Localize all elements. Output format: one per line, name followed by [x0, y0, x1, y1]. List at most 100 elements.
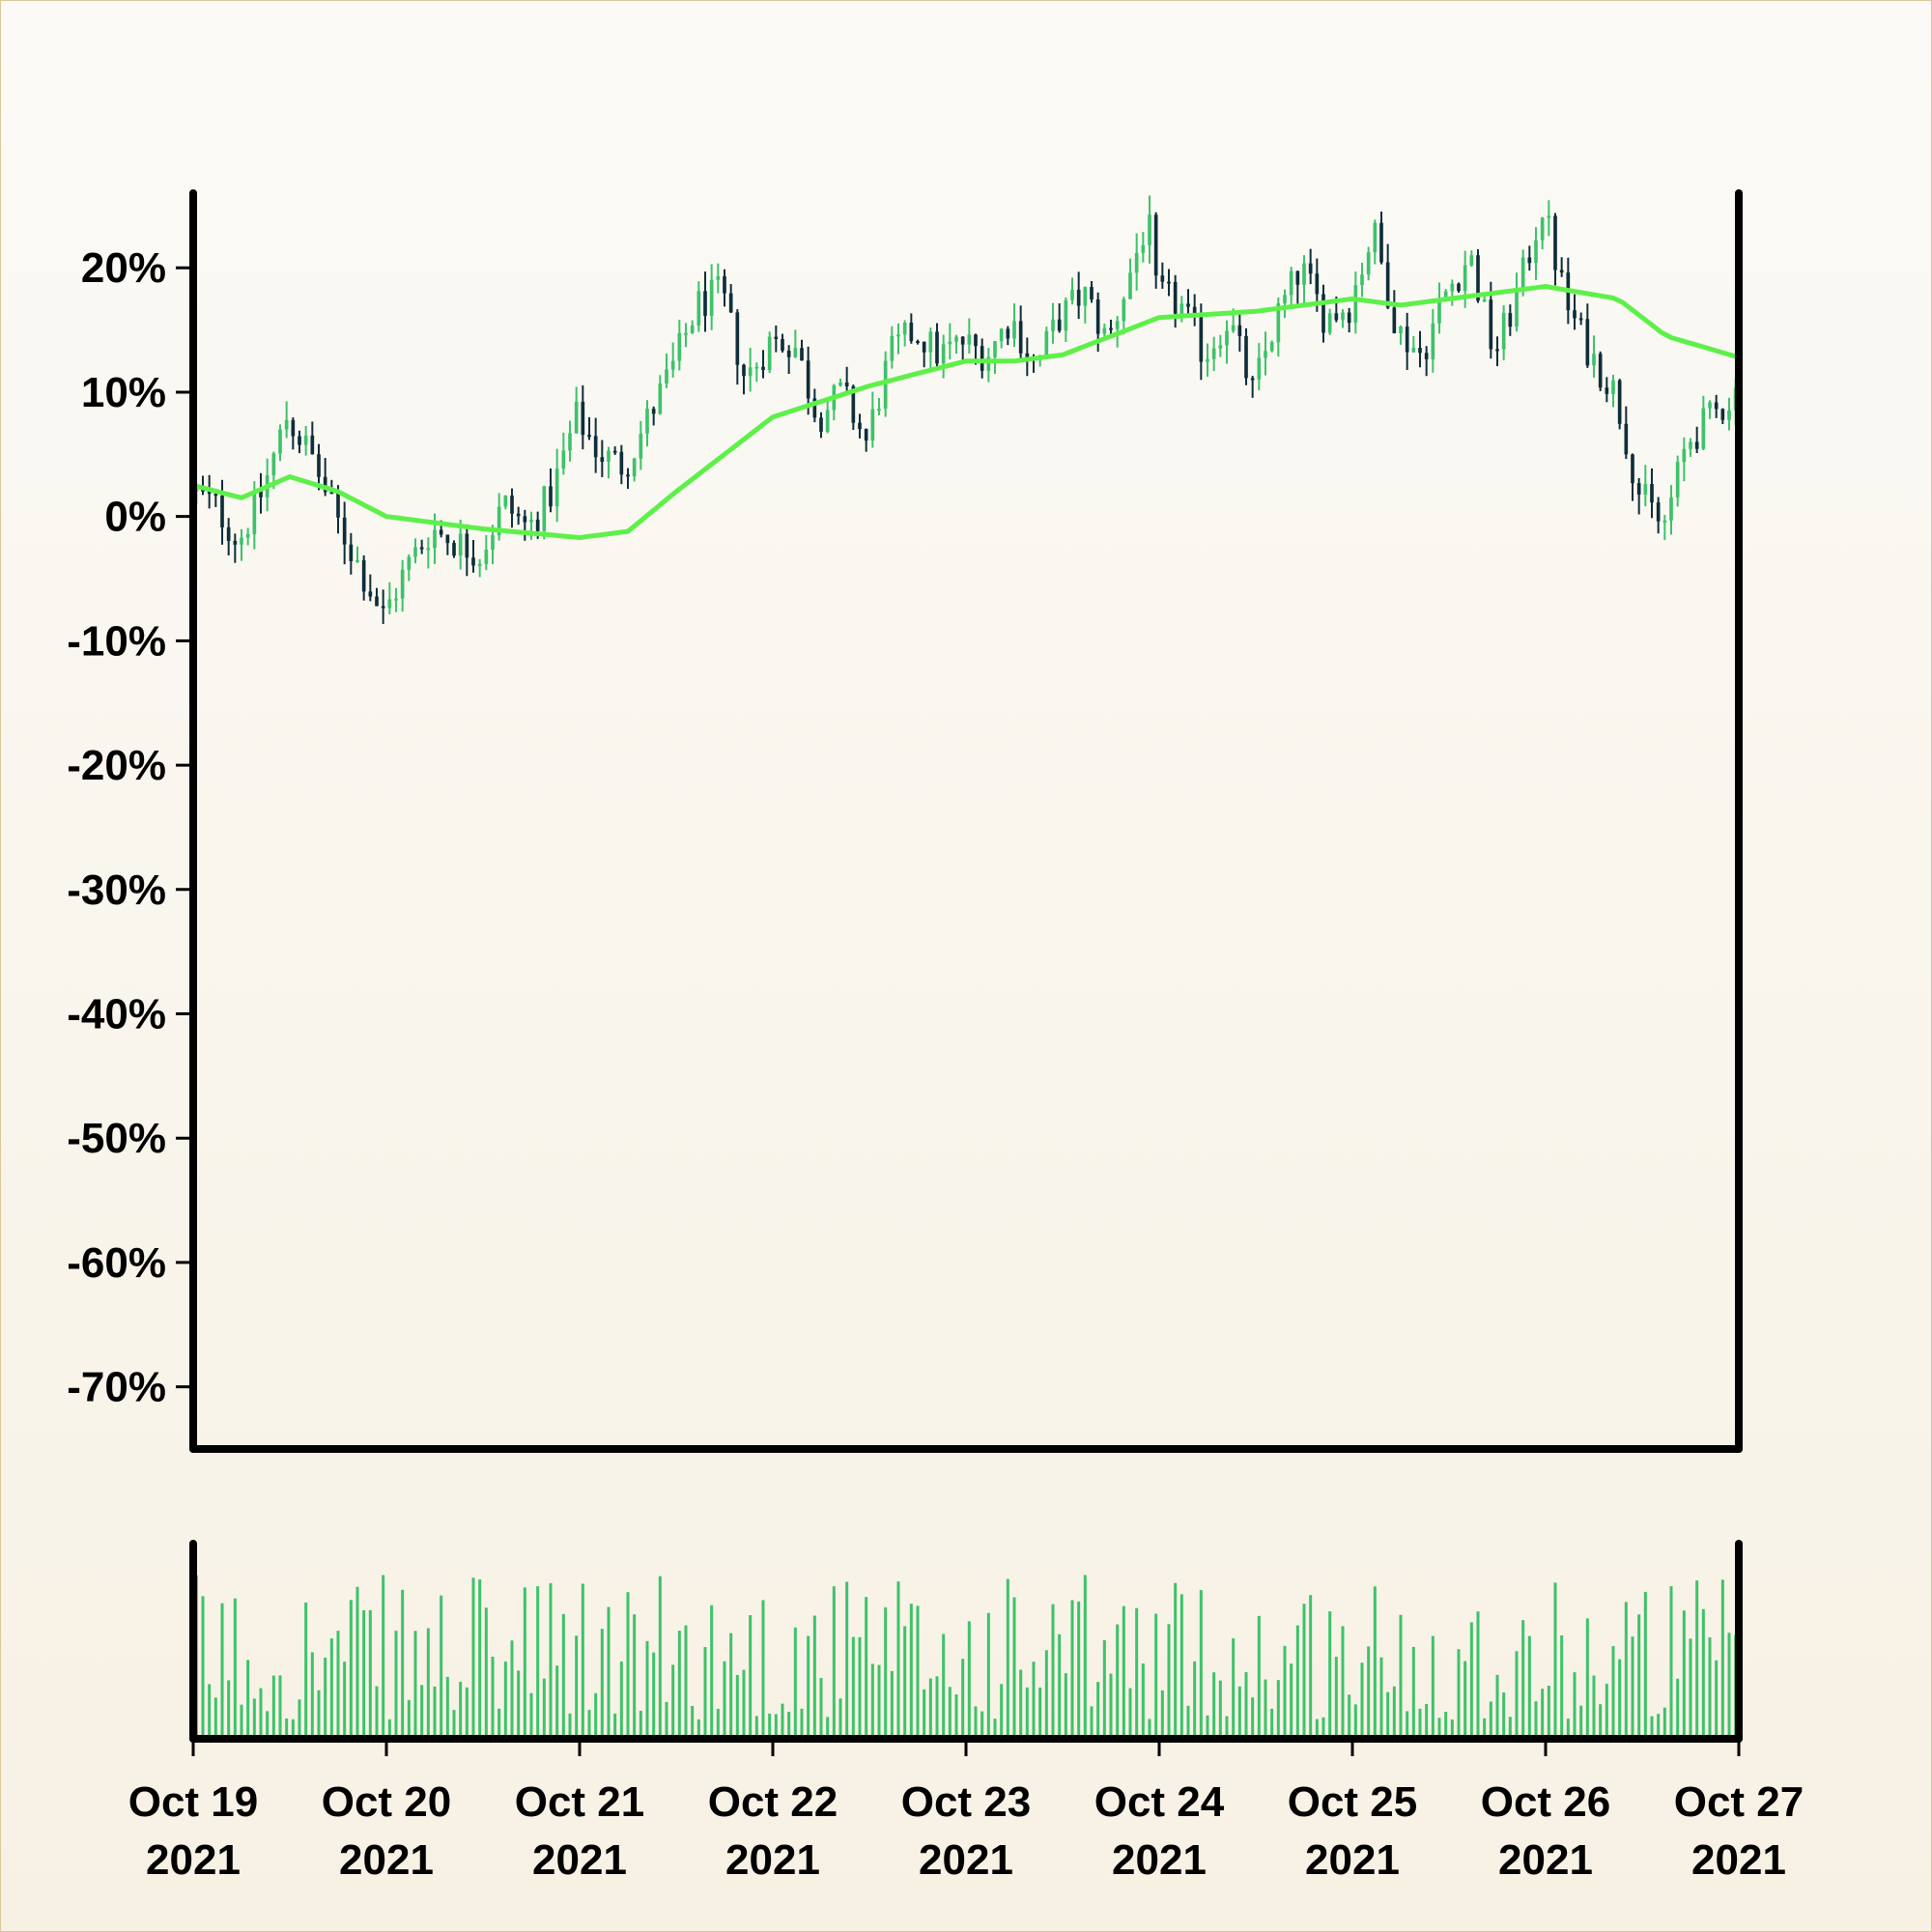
- candle-body: [1083, 287, 1088, 306]
- candle-body: [213, 494, 218, 497]
- candle-body: [1631, 454, 1634, 484]
- candle-body: [278, 429, 282, 454]
- volume-bar: [1058, 1634, 1062, 1739]
- candle-body: [1199, 317, 1204, 362]
- volume-bar: [343, 1662, 347, 1739]
- volume-bar: [935, 1676, 939, 1739]
- candle-body: [1109, 327, 1113, 330]
- volume-bar: [1179, 1594, 1183, 1739]
- candle-body: [658, 384, 663, 414]
- volume-bar: [1483, 1718, 1487, 1739]
- candle-body: [896, 334, 900, 337]
- candle-body: [748, 367, 753, 377]
- x-tick-label-year: 2021: [1112, 1836, 1207, 1884]
- volume-bar: [1444, 1712, 1448, 1739]
- candle-body: [201, 489, 205, 492]
- volume-bar: [890, 1670, 894, 1739]
- volume-bar: [536, 1586, 540, 1739]
- volume-bar: [807, 1635, 810, 1739]
- candle-body: [723, 276, 726, 294]
- volume-bars: [194, 1575, 1738, 1739]
- candle-body: [858, 422, 862, 430]
- candle-body: [1186, 303, 1190, 307]
- volume-bar: [1193, 1661, 1197, 1739]
- candle-body: [1327, 313, 1332, 333]
- candle-body: [1463, 265, 1467, 292]
- volume-bar: [1541, 1689, 1545, 1739]
- candle-body: [1418, 348, 1422, 354]
- x-tick-label-year: 2021: [1305, 1836, 1400, 1884]
- volume-bar: [517, 1670, 521, 1739]
- candle-body: [1012, 321, 1016, 339]
- candle-body: [561, 450, 566, 469]
- y-tick-label: -30%: [67, 867, 166, 914]
- candle-body: [1264, 351, 1267, 358]
- volume-bar: [1225, 1716, 1229, 1739]
- volume-bar: [1573, 1672, 1577, 1739]
- candle-body: [445, 534, 450, 544]
- volume-bar: [787, 1712, 791, 1739]
- volume-bar: [1334, 1657, 1338, 1739]
- candle-body: [497, 506, 501, 536]
- candle-body: [1585, 319, 1590, 366]
- volume-bar: [1727, 1633, 1731, 1739]
- candle-body: [1547, 215, 1551, 218]
- candle-body: [375, 596, 379, 607]
- volume-bar: [1348, 1694, 1351, 1739]
- volume-bar: [1077, 1601, 1081, 1739]
- volume-bar: [471, 1577, 475, 1739]
- volume-bar: [1373, 1586, 1377, 1739]
- volume-bar: [1186, 1705, 1190, 1739]
- volume-bar: [826, 1717, 830, 1739]
- candle-body: [1636, 483, 1641, 495]
- candle-body: [1295, 270, 1300, 285]
- candle-body: [1148, 214, 1151, 245]
- volume-bar: [1689, 1638, 1692, 1739]
- candle-body: [245, 533, 250, 538]
- candle-body: [1173, 281, 1178, 314]
- candle-body: [600, 457, 605, 462]
- candle-body: [1353, 285, 1358, 324]
- candle-body: [1437, 299, 1441, 324]
- candle-body: [1431, 323, 1435, 359]
- candle-body: [716, 276, 721, 280]
- candle-body: [825, 410, 830, 432]
- candle-body: [1250, 378, 1255, 381]
- volume-bar: [1109, 1673, 1113, 1739]
- volume-bar: [1495, 1674, 1499, 1739]
- y-tick-label: 10%: [81, 369, 166, 416]
- candle-body: [387, 599, 392, 609]
- candle-body: [1057, 319, 1062, 331]
- candle-body: [433, 529, 437, 549]
- candle-body: [568, 433, 572, 451]
- candle-body: [1244, 335, 1248, 379]
- x-tick-label-date: Oct 23: [901, 1778, 1032, 1826]
- candle-body: [355, 559, 359, 562]
- volume-bar: [278, 1675, 282, 1739]
- candle-body: [1424, 353, 1429, 359]
- volume-bar: [324, 1658, 327, 1739]
- candle-body: [607, 450, 611, 462]
- volume-bar: [1212, 1672, 1216, 1739]
- volume-bar: [459, 1682, 463, 1739]
- candle-body: [922, 341, 926, 353]
- candle-body: [677, 332, 682, 361]
- candle-body: [1379, 222, 1383, 263]
- candle-body: [1153, 214, 1158, 276]
- volume-bar: [1457, 1649, 1461, 1739]
- volume-bar: [1148, 1719, 1151, 1739]
- candle-body: [240, 537, 243, 545]
- x-tick-label-year: 2021: [339, 1836, 434, 1884]
- volume-bar: [529, 1692, 533, 1739]
- volume-bar: [310, 1652, 314, 1739]
- x-tick-label-year: 2021: [1498, 1836, 1593, 1884]
- volume-bar: [619, 1661, 623, 1739]
- candle-body: [1366, 252, 1371, 275]
- candle-body: [1399, 327, 1403, 333]
- candle-body: [1347, 312, 1351, 324]
- volume-bar: [1476, 1611, 1480, 1739]
- candle-body: [999, 328, 1004, 342]
- volume-bar: [896, 1581, 900, 1739]
- candle-body: [883, 360, 888, 410]
- volume-bar: [401, 1589, 405, 1739]
